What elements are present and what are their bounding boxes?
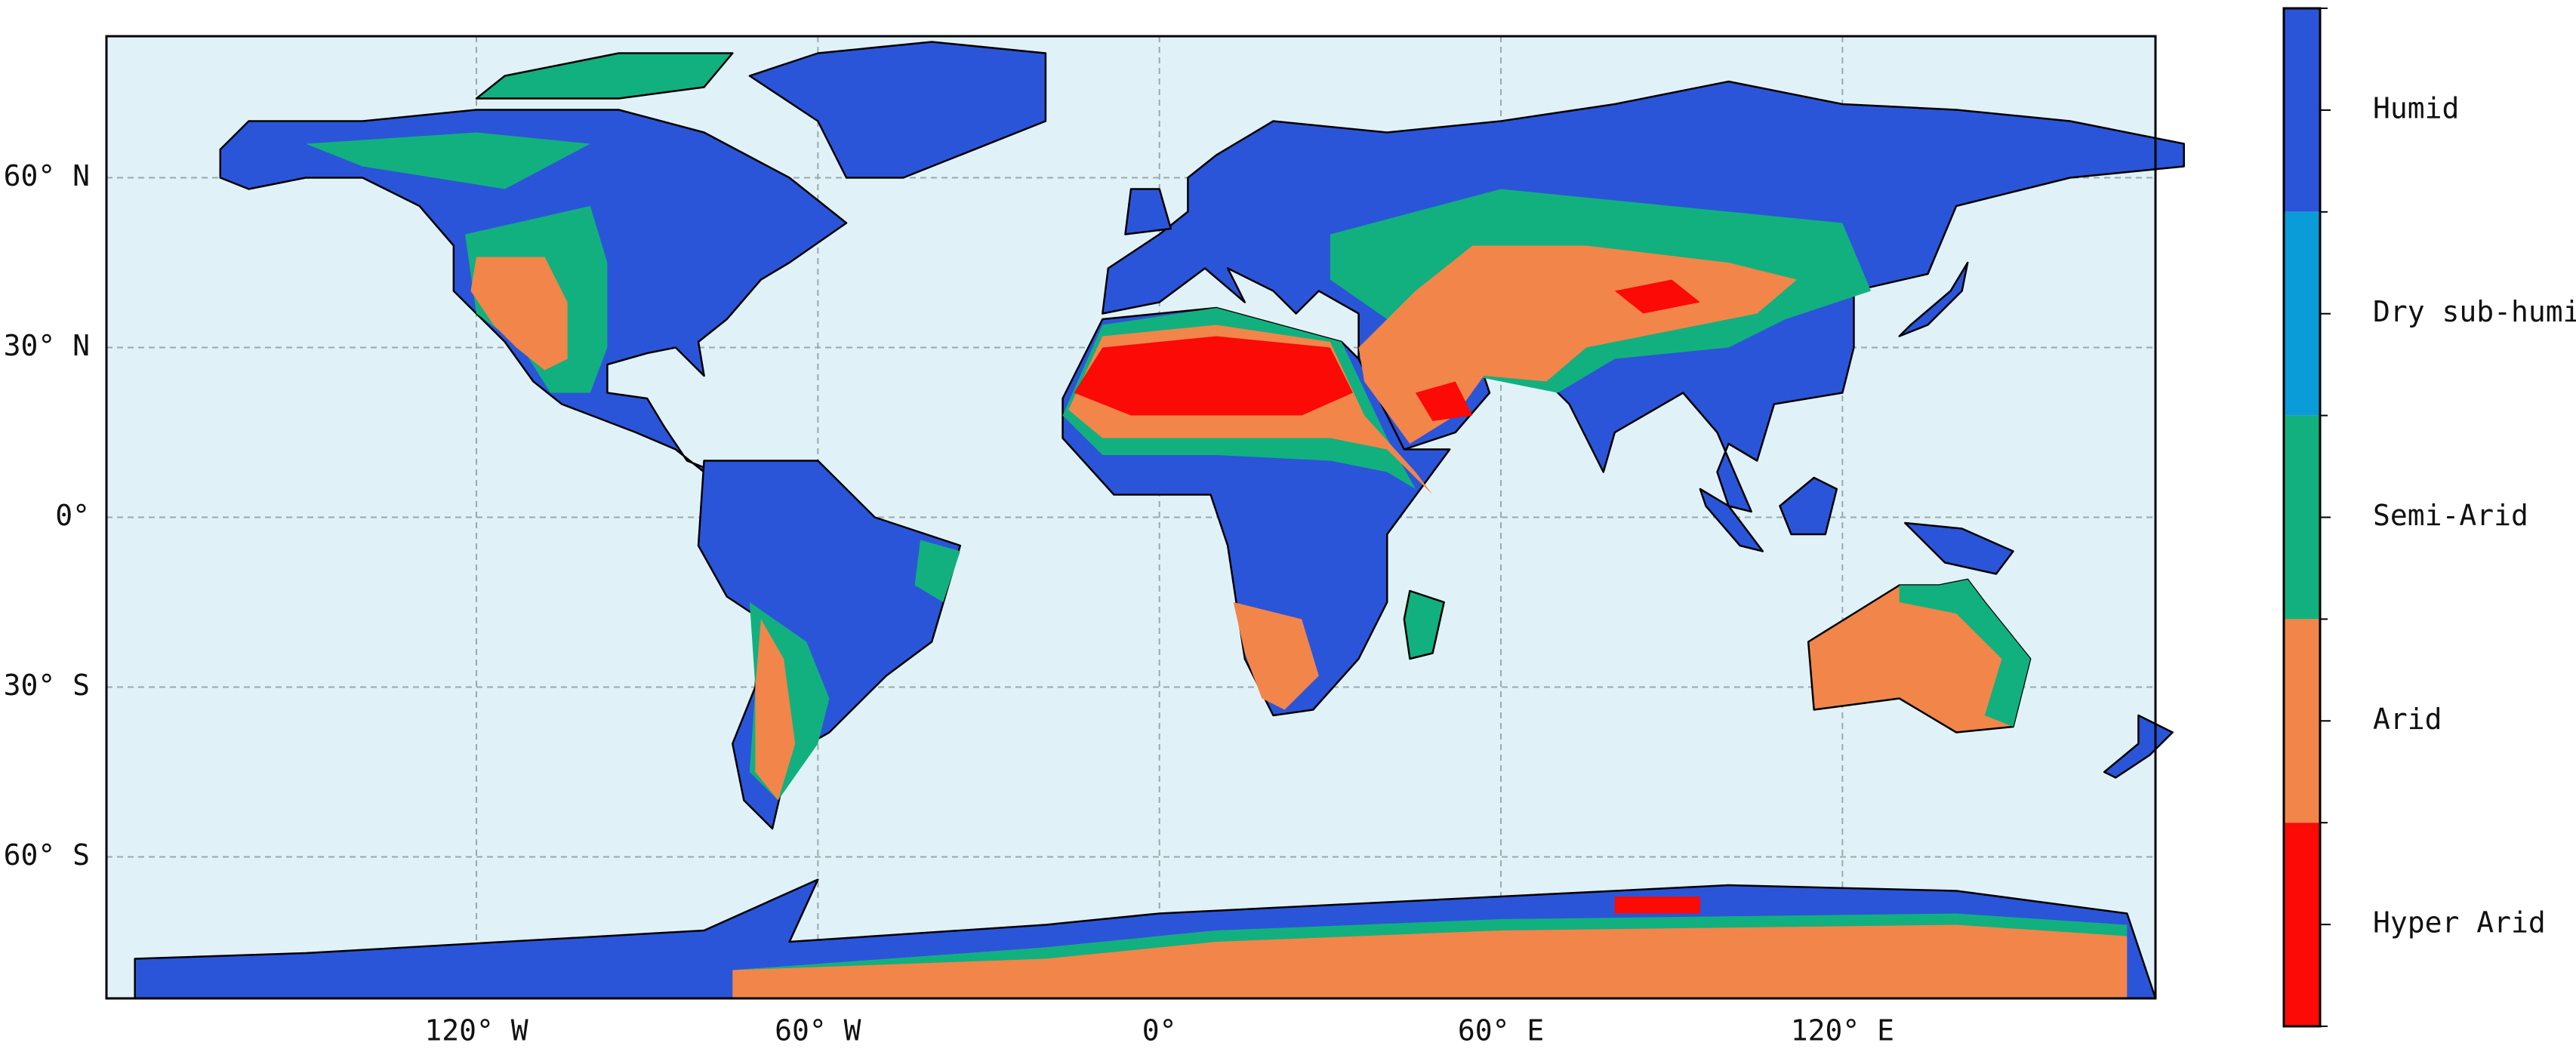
legend-label: Hyper Arid [2373,906,2546,940]
lat-tick-label: 0° [55,499,90,532]
greenland [750,42,1046,178]
hyper-arid-zone [1614,897,1700,914]
legend-label: Semi-Arid [2373,499,2528,532]
lat-tick-label: 30° N [4,329,90,362]
legend-swatch [2284,8,2320,212]
legend-swatch [2284,415,2320,620]
semi-arid-zone [914,540,960,602]
lat-tick-label: 60° N [4,159,90,192]
legend-swatch [2284,823,2320,1026]
semi-arid-zone [305,132,590,189]
hyper-arid-zone [1415,381,1473,421]
legend-label: Humid [2373,91,2459,125]
arctic-islands [476,54,732,99]
arid-zone [755,619,796,801]
lon-tick-label: 60° E [1458,1014,1544,1047]
map-frame [105,35,2157,1000]
legend-swatch [2284,211,2320,416]
madagascar [1404,591,1444,659]
arid-zone [1233,602,1319,710]
lon-tick-label: 60° W [775,1014,861,1047]
legend-label: Dry sub-humid [2373,295,2576,328]
lon-tick-label: 120° W [424,1014,528,1047]
britain [1125,189,1170,235]
legend-label: Arid [2373,703,2442,736]
semi-arid-zone [1899,580,2031,727]
arid-zone [732,919,2128,998]
lat-tick-label: 30° S [4,669,90,702]
sumatra [1700,489,1763,552]
arid-zone [470,257,568,371]
lat-tick-label: 60° S [4,838,90,872]
lon-tick-label: 120° E [1791,1014,1894,1047]
hyper-arid-zone [1614,279,1700,314]
colorbar-frame [2282,7,2322,1028]
borneo [1779,478,1836,534]
hyper-arid-zone [1074,336,1354,416]
legend-swatch [2284,619,2320,823]
semi-arid-zone [732,913,2128,970]
land-areas [135,42,2184,999]
lon-tick-label: 0° [1142,1014,1177,1047]
new-guinea [1905,523,2013,574]
japan [1900,263,1967,337]
